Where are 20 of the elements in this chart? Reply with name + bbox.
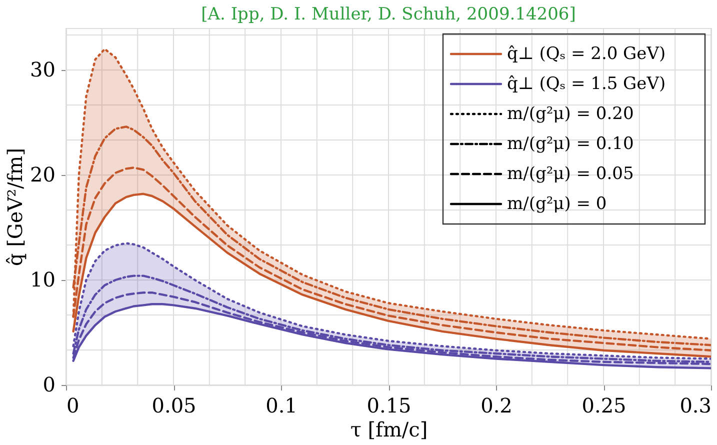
y-tick-label: 10 (30, 268, 56, 292)
x-tick-label: 0.2 (480, 394, 512, 418)
y-tick-label: 20 (30, 162, 56, 186)
x-axis-title: τ [fm/c] (350, 418, 428, 442)
x-tick-label: 0.1 (266, 394, 298, 418)
legend-label: q̂⊥ (Qₛ = 2.0 GeV) (507, 44, 666, 64)
chart-title: [A. Ipp, D. I. Muller, D. Schuh, 2009.14206] (201, 4, 576, 24)
x-tick-label: 0.3 (680, 394, 712, 418)
y-tick-label: 30 (30, 58, 56, 82)
annotation: m/(g²μ) = 0.05 (507, 164, 634, 184)
x-tick-label: 0.25 (582, 394, 626, 418)
annotation: m/(g²μ) = 0.20 (507, 104, 634, 124)
x-tick-label: 0 (66, 394, 80, 418)
annotation: m/(g²μ) = 0.10 (507, 134, 634, 154)
x-tick-label: 0.15 (366, 394, 412, 418)
y-axis-title: q̂ [GeV²/fm] (3, 148, 28, 266)
legend-label: q̂⊥ (Qₛ = 1.5 GeV) (507, 74, 666, 94)
x-tick-label: 0.05 (152, 394, 196, 418)
y-tick-label: 0 (42, 372, 56, 396)
annotation: m/(g²μ) = 0 (507, 194, 607, 214)
